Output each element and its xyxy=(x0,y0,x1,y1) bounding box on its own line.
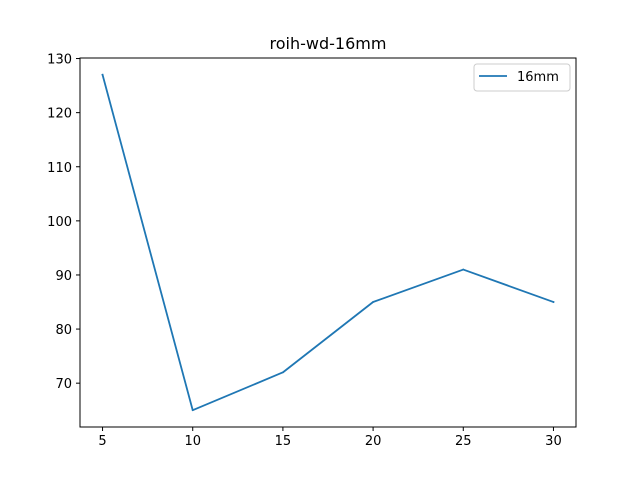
data-point xyxy=(552,301,555,303)
y-tick-label: 130 xyxy=(47,53,72,68)
data-point xyxy=(372,301,374,303)
x-tick-label: 10 xyxy=(184,434,201,449)
x-axis: 5 10 15 20 25 30 xyxy=(98,427,562,449)
legend-label-16mm: 16mm xyxy=(517,70,559,85)
y-tick-label: 120 xyxy=(47,107,72,122)
data-point xyxy=(462,268,465,271)
x-tick-label: 5 xyxy=(98,434,106,449)
y-tick-label: 110 xyxy=(47,161,72,176)
y-tick-label: 80 xyxy=(55,323,72,338)
x-tick-label: 20 xyxy=(365,434,382,449)
y-tick-label: 70 xyxy=(55,377,72,392)
data-point xyxy=(101,73,104,76)
series-layer xyxy=(101,73,555,412)
y-tick-label: 90 xyxy=(55,269,72,284)
plot-frame xyxy=(79,57,577,428)
x-tick-label: 30 xyxy=(545,434,562,449)
x-tick-label: 25 xyxy=(455,434,472,449)
series-line-16mm xyxy=(101,73,555,412)
y-axis: 70 80 90 100 110 120 130 xyxy=(47,53,80,392)
x-tick-label: 15 xyxy=(275,434,292,449)
legend: 16mm xyxy=(473,63,571,92)
y-tick-label: 100 xyxy=(47,215,72,230)
chart-title: roih-wd-16mm xyxy=(270,34,387,53)
data-point xyxy=(191,409,194,412)
legend-box xyxy=(473,63,571,92)
data-point xyxy=(282,371,284,374)
